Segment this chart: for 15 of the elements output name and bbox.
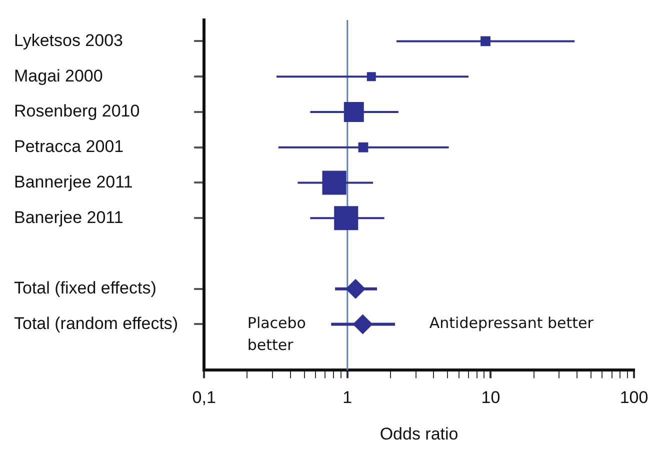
y-tick-label: Rosenberg 2010 (14, 102, 140, 121)
annotation: Placebo better (247, 314, 306, 354)
annotation: Antidepressant better (429, 314, 594, 332)
x-tick-label: 0,1 (192, 388, 216, 408)
x-tick-label: 10 (481, 388, 500, 408)
x-tick-label: 100 (620, 388, 648, 408)
y-tick-label: Total (random effects) (14, 314, 178, 333)
y-tick-label: Lyketsos 2003 (14, 30, 123, 50)
y-tick-label: Bannerjee 2011 (14, 172, 133, 192)
y-tick-label: Magai 2000 (14, 66, 103, 86)
x-axis-title: Odds ratio (380, 424, 458, 444)
y-tick-label: Total (fixed effects) (14, 278, 156, 298)
x-tick-label: 1 (342, 388, 352, 408)
y-tick-label: Banerjee 2011 (14, 208, 124, 227)
y-tick-label: Petracca 2001 (14, 137, 124, 156)
